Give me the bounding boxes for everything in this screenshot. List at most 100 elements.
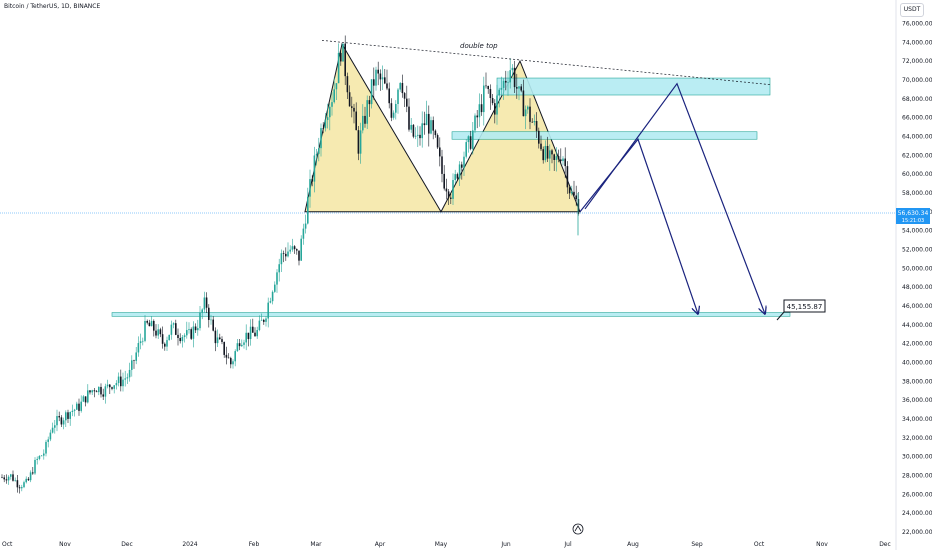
x-axis-tick-label: Oct bbox=[2, 541, 13, 548]
candle-body bbox=[36, 458, 38, 460]
candle-body bbox=[95, 391, 98, 393]
candle-body bbox=[142, 340, 144, 342]
candle-body bbox=[388, 88, 390, 104]
candle-body bbox=[78, 403, 80, 411]
candle-body bbox=[399, 83, 401, 90]
candle-body bbox=[201, 309, 203, 313]
candle-body bbox=[472, 130, 474, 149]
candle-body bbox=[157, 329, 159, 336]
candle-body bbox=[139, 341, 142, 344]
y-axis-tick-label: 36,000.00 bbox=[902, 397, 932, 404]
candle-body bbox=[128, 369, 131, 378]
candle-body bbox=[45, 441, 47, 454]
candle-body bbox=[340, 52, 342, 62]
y-axis-tick-label: 62,000.00 bbox=[902, 152, 932, 159]
candle-body bbox=[315, 153, 318, 156]
candle-body bbox=[133, 360, 135, 361]
projection-path-1 bbox=[579, 138, 698, 314]
x-axis-tick-label: Jul bbox=[563, 541, 572, 548]
candle-body bbox=[54, 425, 56, 428]
candle-body bbox=[225, 354, 228, 358]
candle-body bbox=[392, 112, 395, 118]
candle-body bbox=[304, 223, 307, 229]
candle-body bbox=[38, 455, 41, 459]
candle-body bbox=[432, 120, 434, 131]
candle-body bbox=[183, 335, 186, 337]
candle-body bbox=[227, 357, 230, 359]
candle-body bbox=[351, 106, 353, 108]
descending-trendline bbox=[321, 40, 771, 85]
candle-body bbox=[395, 103, 397, 113]
candle-body bbox=[487, 85, 489, 90]
tradingview-logo-icon bbox=[572, 523, 584, 535]
candle-body bbox=[27, 478, 30, 481]
candle-body bbox=[364, 115, 366, 124]
candle-body bbox=[296, 249, 298, 251]
candle-body bbox=[58, 416, 60, 418]
candle-body bbox=[551, 150, 553, 155]
y-axis-tick-label: 34,000.00 bbox=[902, 416, 932, 423]
y-axis-tick-label: 60,000.00 bbox=[902, 171, 932, 178]
candle-body bbox=[260, 319, 263, 321]
candle-body bbox=[458, 164, 461, 179]
x-axis-tick-label: Dec bbox=[879, 541, 891, 548]
candle-body bbox=[71, 410, 74, 413]
candle-body bbox=[177, 334, 179, 338]
candle-body bbox=[175, 323, 177, 335]
target-label-box: 45,155.87 bbox=[776, 299, 826, 321]
candle-body bbox=[434, 130, 437, 136]
candle-body bbox=[232, 361, 234, 365]
candle-body bbox=[65, 412, 67, 421]
resistance-zone-lower bbox=[451, 131, 758, 140]
y-axis-tick-label: 30,000.00 bbox=[902, 454, 932, 461]
candle-body bbox=[170, 324, 173, 335]
candle-body bbox=[414, 135, 417, 137]
candle-body bbox=[109, 384, 111, 388]
candle-body bbox=[144, 321, 146, 341]
candle-body bbox=[278, 264, 280, 273]
candle-body bbox=[137, 343, 140, 353]
price-badge-value: 56,630.34 bbox=[898, 210, 929, 217]
currency-selector-button[interactable]: USDT bbox=[900, 3, 924, 17]
x-axis-tick-label: May bbox=[435, 541, 448, 548]
candle-body bbox=[344, 43, 346, 77]
y-axis-tick-label: 64,000.00 bbox=[902, 133, 932, 140]
candle-body bbox=[155, 330, 157, 336]
candle-body bbox=[186, 330, 188, 336]
candle-body bbox=[252, 326, 254, 333]
candle-body bbox=[454, 174, 456, 181]
candle-body bbox=[467, 136, 470, 143]
candle-body bbox=[208, 307, 210, 320]
candle-body bbox=[465, 142, 467, 157]
candle-body bbox=[318, 148, 320, 154]
y-axis-tick-label: 42,000.00 bbox=[902, 341, 932, 348]
candle-body bbox=[494, 103, 496, 115]
candle-body bbox=[419, 134, 421, 139]
candle-body bbox=[93, 390, 96, 392]
y-axis-tick-label: 38,000.00 bbox=[902, 378, 932, 385]
candle-body bbox=[421, 123, 423, 139]
y-axis-tick-label: 52,000.00 bbox=[902, 246, 932, 253]
candle-body bbox=[230, 358, 232, 365]
candle-body bbox=[34, 459, 36, 474]
candle-body bbox=[241, 344, 243, 347]
y-axis-tick-label: 28,000.00 bbox=[902, 472, 932, 479]
candle-body bbox=[557, 156, 560, 160]
candle-body bbox=[212, 319, 214, 331]
y-axis-tick-label: 76,000.00 bbox=[902, 20, 932, 27]
candle-body bbox=[168, 334, 170, 341]
candle-body bbox=[542, 149, 544, 161]
candle-body bbox=[441, 156, 443, 174]
candle-body bbox=[390, 103, 393, 118]
candle-body bbox=[461, 164, 463, 168]
candle-body bbox=[456, 174, 459, 179]
candle-body bbox=[555, 156, 558, 160]
candle-body bbox=[263, 319, 265, 322]
candle-body bbox=[280, 253, 283, 265]
candle-body bbox=[522, 90, 525, 117]
candle-body bbox=[199, 312, 201, 329]
candle-body bbox=[190, 329, 192, 339]
candle-body bbox=[540, 143, 542, 150]
candle-body bbox=[194, 326, 197, 331]
